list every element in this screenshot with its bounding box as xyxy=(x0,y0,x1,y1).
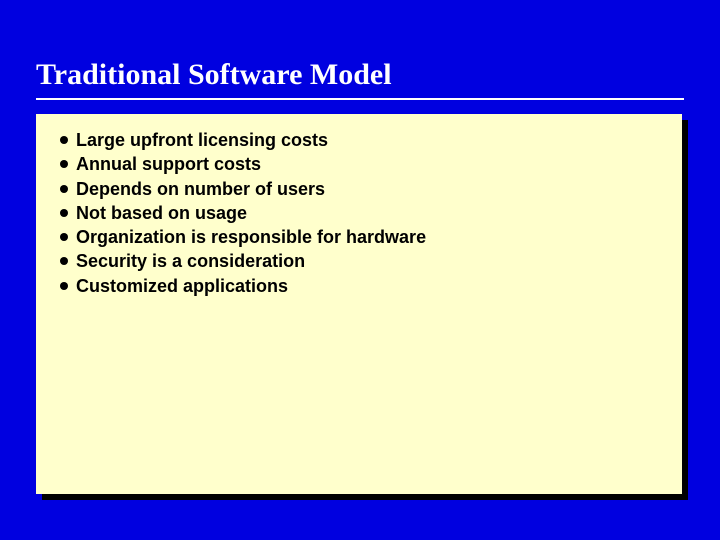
bullet-icon xyxy=(60,282,68,290)
bullet-item: Organization is responsible for hardware xyxy=(60,225,658,249)
bullet-text: Not based on usage xyxy=(76,201,247,225)
bullet-icon xyxy=(60,233,68,241)
slide-title: Traditional Software Model xyxy=(36,58,684,92)
bullet-item: Large upfront licensing costs xyxy=(60,128,658,152)
bullet-text: Large upfront licensing costs xyxy=(76,128,328,152)
bullet-icon xyxy=(60,160,68,168)
bullet-icon xyxy=(60,185,68,193)
bullet-icon xyxy=(60,209,68,217)
bullet-text: Depends on number of users xyxy=(76,177,325,201)
slide: Traditional Software Model Large upfront… xyxy=(0,0,720,540)
title-underline xyxy=(36,98,684,100)
bullet-list: Large upfront licensing costs Annual sup… xyxy=(60,128,658,298)
bullet-item: Depends on number of users xyxy=(60,177,658,201)
bullet-text: Organization is responsible for hardware xyxy=(76,225,426,249)
content-box: Large upfront licensing costs Annual sup… xyxy=(36,114,682,494)
bullet-item: Not based on usage xyxy=(60,201,658,225)
bullet-item: Annual support costs xyxy=(60,152,658,176)
bullet-text: Security is a consideration xyxy=(76,249,305,273)
bullet-icon xyxy=(60,136,68,144)
bullet-item: Customized applications xyxy=(60,274,658,298)
bullet-text: Customized applications xyxy=(76,274,288,298)
bullet-text: Annual support costs xyxy=(76,152,261,176)
bullet-item: Security is a consideration xyxy=(60,249,658,273)
bullet-icon xyxy=(60,257,68,265)
content-shadow-wrapper: Large upfront licensing costs Annual sup… xyxy=(36,114,682,494)
